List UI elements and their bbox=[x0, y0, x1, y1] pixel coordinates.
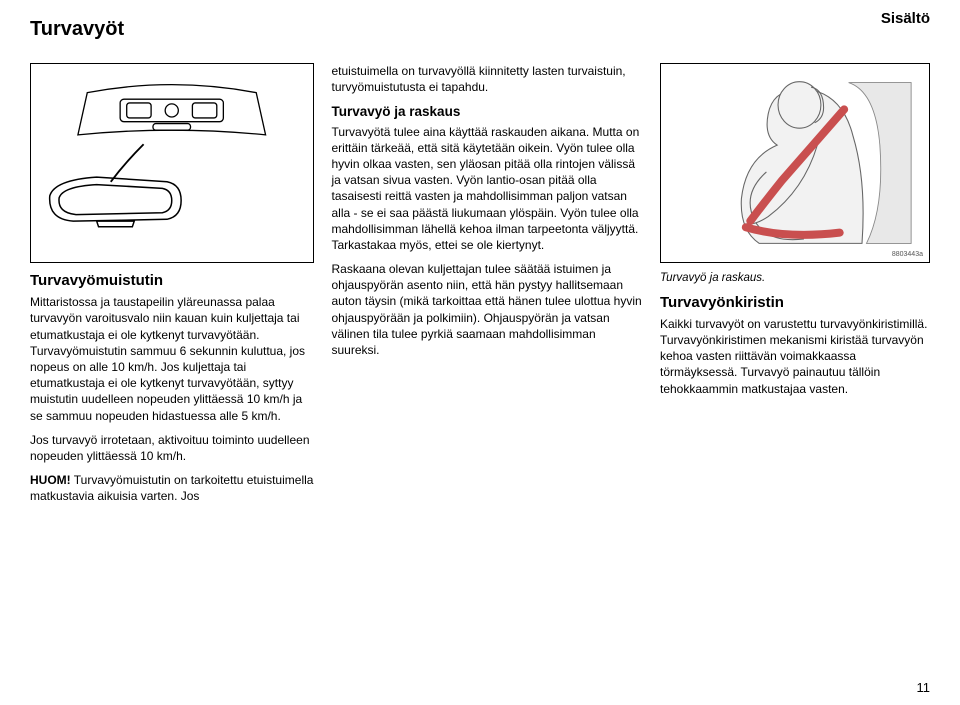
col1-heading-reminder: Turvavyömuistutin bbox=[30, 271, 314, 291]
col2-para-0: etuistuimella on turvavyöllä kiinnitetty… bbox=[332, 63, 643, 95]
col1-para-2: Jos turvavyö irrotetaan, aktivoituu toim… bbox=[30, 432, 314, 464]
figure-pregnant-belt: 8803443a bbox=[660, 63, 930, 263]
col2-para-2: Raskaana olevan kuljettajan tulee säätää… bbox=[332, 261, 643, 358]
header-section: Sisältö bbox=[881, 10, 930, 27]
col1-note-text: Turvavyömuistutin on tarkoitettu etuistu… bbox=[30, 473, 313, 503]
figure-code-2: 8803443a bbox=[892, 250, 923, 259]
col3-para-1: Kaikki turvavyöt on varustettu turvavyön… bbox=[660, 316, 930, 397]
column-1: Turvavyömuistutin Mittaristossa ja taust… bbox=[30, 63, 314, 513]
figure-mirror bbox=[30, 63, 314, 263]
col2-heading-pregnancy: Turvavyö ja raskaus bbox=[332, 103, 643, 121]
page-title: Turvavyöt bbox=[30, 18, 930, 41]
col3-heading-tensioner: Turvavyönkiristin bbox=[660, 293, 930, 313]
col2-para-1: Turvavyötä tulee aina käyttää raskauden … bbox=[332, 124, 643, 254]
page-number: 11 bbox=[917, 680, 931, 695]
col1-para-1: Mittaristossa ja taustapeilin yläreunass… bbox=[30, 294, 314, 424]
col3-caption: Turvavyö ja raskaus. bbox=[660, 271, 930, 287]
col1-para-3: HUOM! Turvavyömuistutin on tarkoitettu e… bbox=[30, 472, 314, 504]
column-2: etuistuimella on turvavyöllä kiinnitetty… bbox=[332, 63, 643, 513]
content-columns: Turvavyömuistutin Mittaristossa ja taust… bbox=[30, 63, 930, 513]
col1-note-label: HUOM! bbox=[30, 473, 71, 487]
column-3: 8803443a Turvavyö ja raskaus. Turvavyönk… bbox=[660, 63, 930, 513]
